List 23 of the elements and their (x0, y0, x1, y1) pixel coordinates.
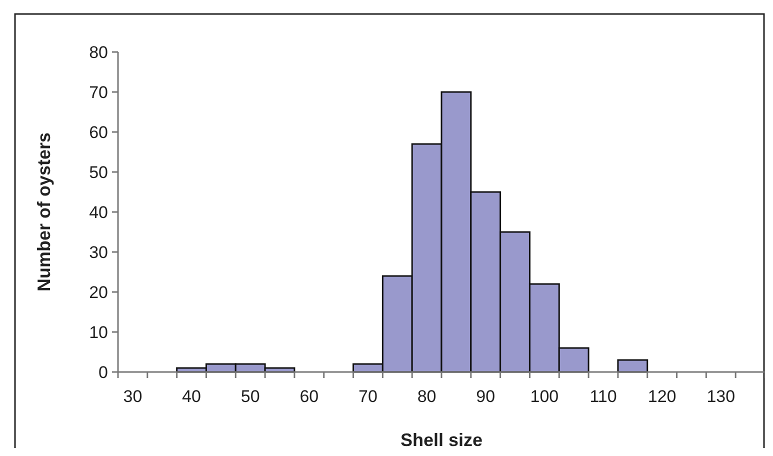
y-tick-label: 40 (89, 202, 108, 222)
x-tick-label: 130 (706, 387, 736, 406)
x-tick-label: 90 (476, 387, 496, 406)
y-axis-title: Number of oysters (34, 132, 54, 292)
x-tick-label: 40 (182, 387, 201, 406)
x-tick-label: 30 (123, 387, 142, 406)
x-tick-label: 80 (417, 387, 436, 406)
y-tick-label: 80 (89, 42, 108, 62)
bar (617, 359, 648, 373)
x-tick-label: 120 (648, 387, 676, 406)
y-tick-label: 10 (89, 322, 108, 342)
x-axis-title: Shell size (400, 430, 483, 450)
x-tick-label: 50 (240, 387, 260, 406)
y-tick-label: 30 (89, 242, 108, 262)
y-tick-label: 50 (89, 162, 108, 182)
y-tick-label: 20 (89, 282, 108, 302)
y-tick-label: 0 (98, 362, 108, 382)
y-tick-label: 60 (89, 122, 108, 142)
x-tick-label: 100 (530, 387, 559, 406)
x-tick-label: 60 (300, 387, 319, 406)
x-tick-label: 110 (590, 387, 617, 406)
x-tick-label: 70 (358, 387, 378, 406)
y-tick-label: 70 (89, 82, 108, 102)
